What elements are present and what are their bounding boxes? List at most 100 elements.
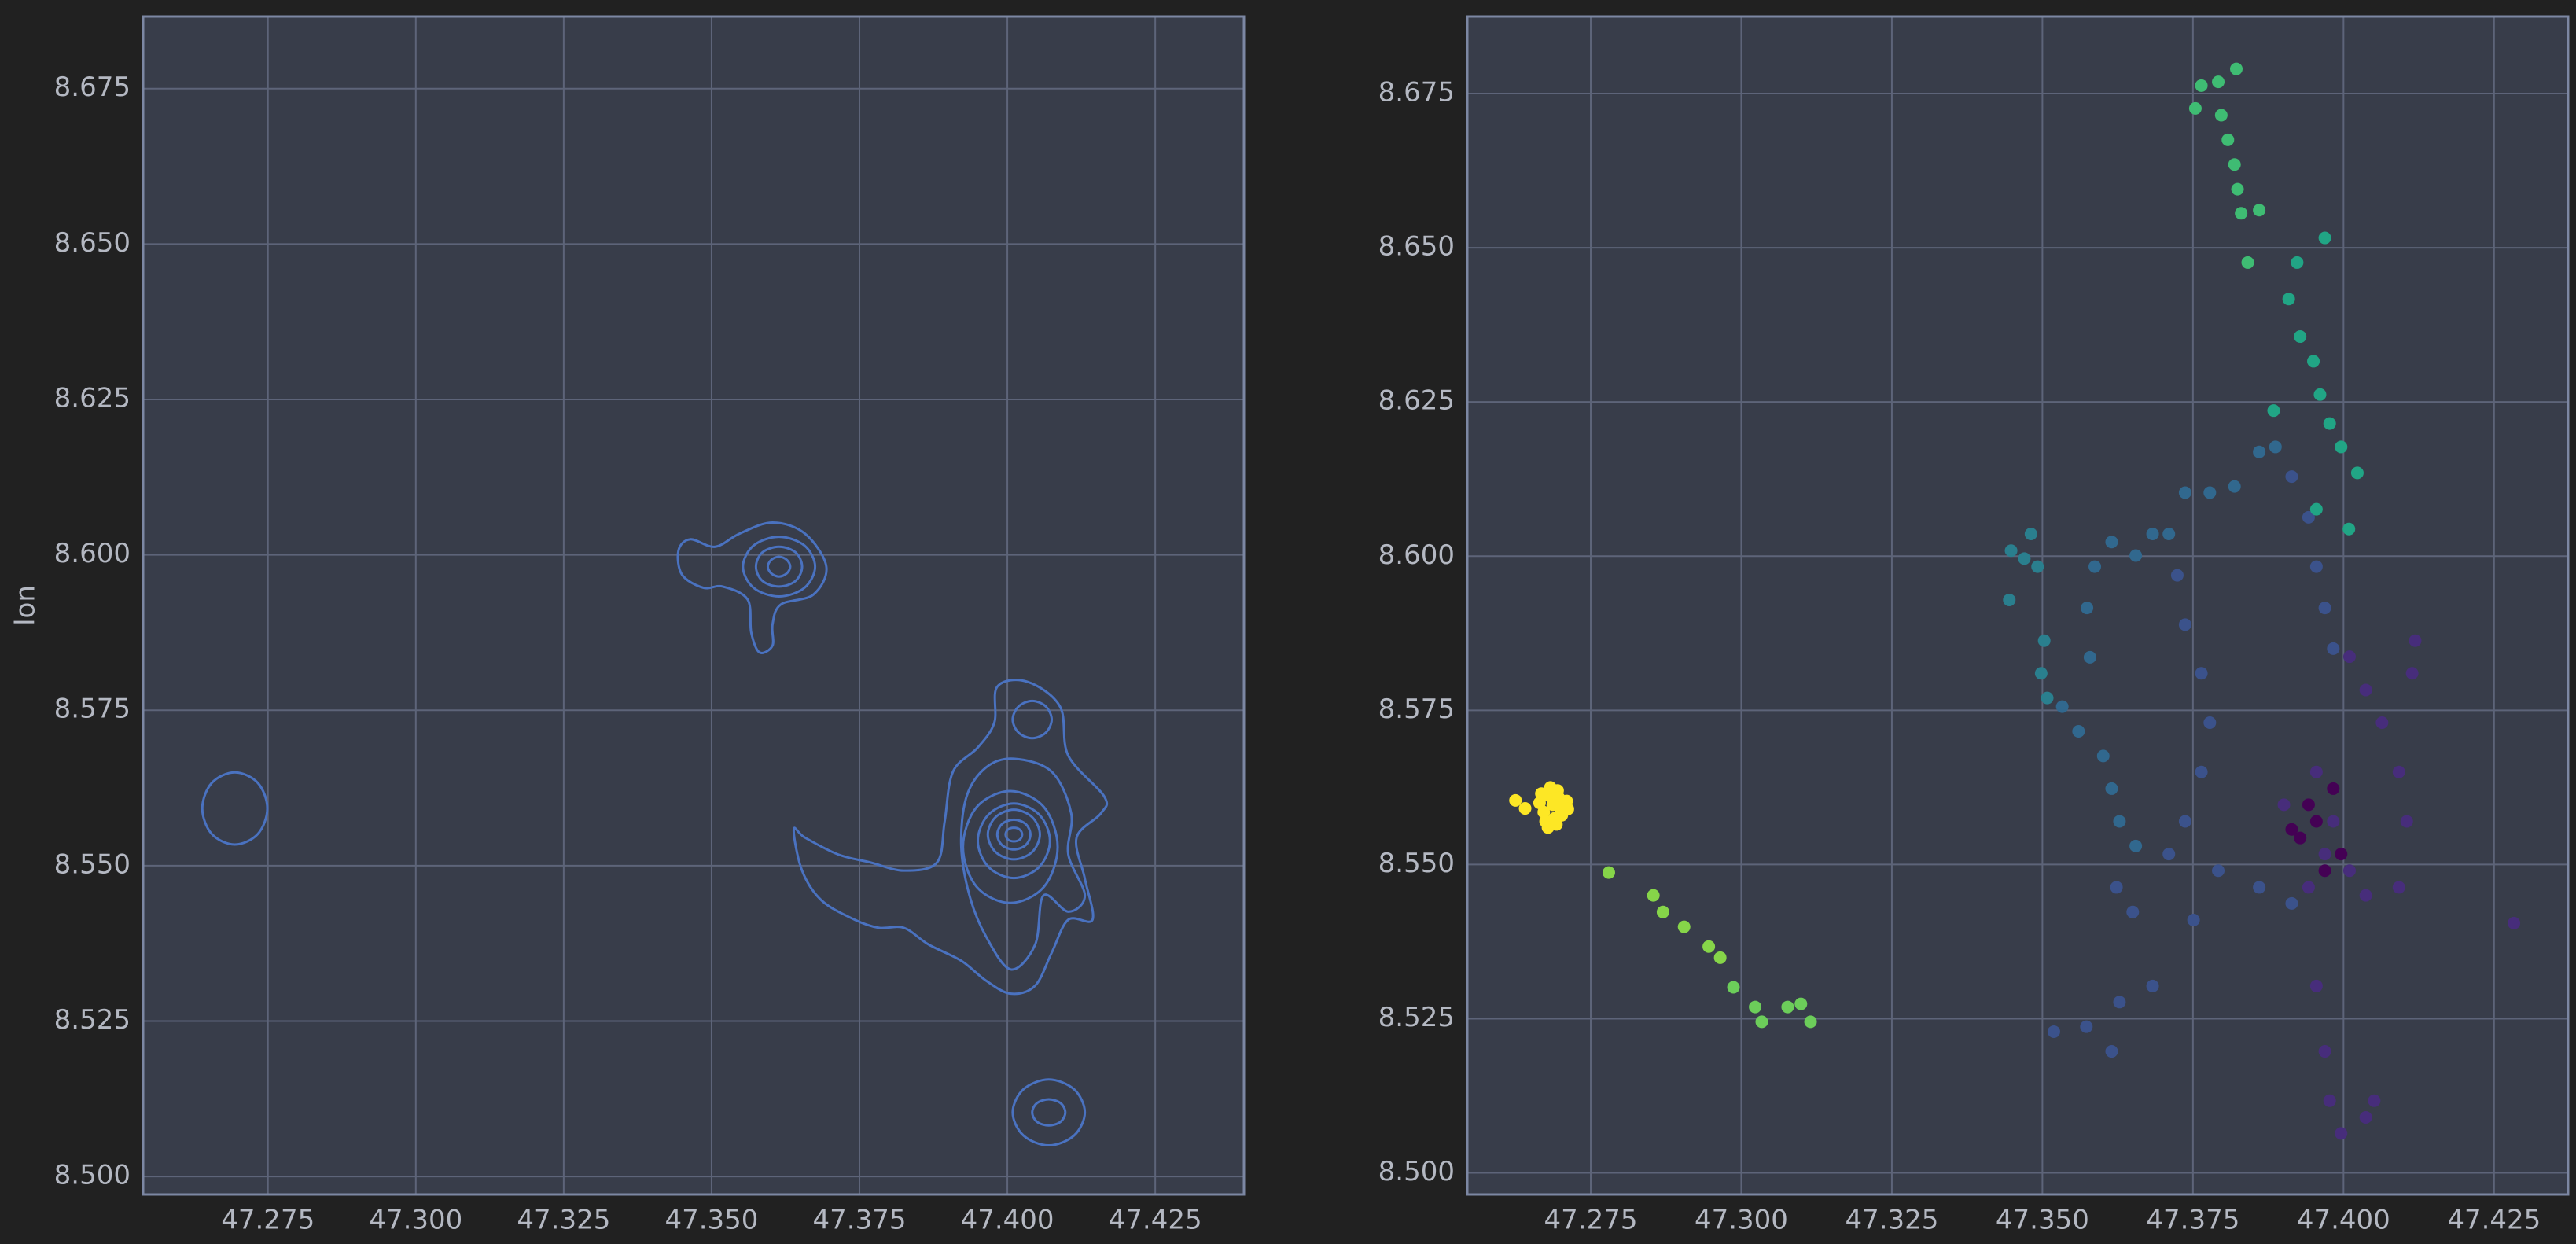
scatter-point — [2253, 881, 2266, 894]
scatter-point — [2024, 528, 2037, 541]
scatter-point — [2072, 724, 2085, 738]
y-tick-label: 8.525 — [1378, 1002, 1455, 1033]
scatter-point — [2018, 552, 2031, 565]
scatter-point — [2335, 440, 2348, 454]
scatter-point — [2228, 480, 2241, 493]
scatter-point — [1544, 781, 1557, 794]
scatter-point — [2405, 667, 2419, 680]
scatter-point — [2327, 642, 2340, 655]
scatter-point — [2105, 536, 2118, 549]
scatter-point — [2277, 798, 2291, 812]
contour-line — [766, 555, 792, 578]
scatter-point — [1550, 818, 1563, 831]
scatter-point — [2335, 848, 2348, 861]
scatter-point — [2508, 916, 2521, 929]
scatter-point — [2126, 905, 2140, 918]
scatter-point — [2129, 839, 2143, 852]
scatter-point — [2291, 256, 2304, 269]
scatter-point — [2162, 528, 2176, 541]
scatter-point — [2113, 815, 2126, 828]
chart-panel: 47.275 47.300 47.325 47.350 47.375 47.400 47.4… — [1378, 15, 2570, 1236]
scatter-point — [2285, 470, 2298, 484]
y-tick-label: 8.675 — [54, 72, 131, 103]
scatter-point — [2034, 667, 2048, 680]
scatter-point — [2003, 593, 2016, 606]
y-tick-label: 8.500 — [54, 1160, 131, 1191]
contour-line — [995, 818, 1032, 851]
scatter-point — [2309, 502, 2323, 516]
plot-border — [1466, 15, 2570, 1196]
scatter-point — [2309, 765, 2323, 778]
scatter-point — [2146, 528, 2159, 541]
scatter-point — [2323, 1094, 2336, 1107]
scatter-point — [2221, 133, 2235, 146]
contour-line — [959, 757, 1087, 971]
x-tick-label: 47.325 — [1845, 1205, 1938, 1236]
marks — [201, 521, 1109, 1147]
scatter-point — [1509, 793, 1522, 807]
scatter-point — [2285, 896, 2298, 910]
scatter-point — [2080, 1020, 2093, 1033]
y-tick-label: 8.625 — [1378, 385, 1455, 417]
scatter-point — [2359, 889, 2372, 902]
contour-line — [754, 545, 804, 588]
x-tick-label: 47.350 — [1996, 1205, 2089, 1236]
scatter-point — [2253, 445, 2266, 458]
scatter-point — [1602, 866, 1615, 879]
scatter-point — [2170, 569, 2184, 582]
scatter-point — [1702, 940, 1716, 953]
scatter-point — [2375, 716, 2389, 730]
scatter-point — [2350, 466, 2364, 480]
y-tick-label: 8.550 — [1378, 848, 1455, 879]
scatter-point — [2342, 522, 2356, 536]
scatter-point — [2031, 560, 2044, 573]
scatter-point — [1749, 1000, 1762, 1014]
scatter-point — [1552, 791, 1566, 804]
scatter-point — [2327, 782, 2340, 795]
scatter-point — [2409, 634, 2422, 647]
contour-line — [742, 536, 817, 598]
scatter-point — [2203, 486, 2217, 499]
scatter-point — [1781, 1000, 1794, 1014]
scatter-point — [2088, 560, 2102, 573]
marks — [1509, 62, 2521, 1140]
y-tick-label: 8.675 — [1378, 77, 1455, 109]
contour-line — [1031, 1098, 1067, 1127]
scatter-point — [1727, 981, 1740, 994]
x-tick-label: 47.300 — [1695, 1205, 1788, 1236]
scatter-point — [2096, 749, 2110, 763]
y-tick-label: 8.600 — [54, 538, 131, 569]
scatter-point — [1518, 802, 1532, 815]
scatter-point — [2041, 691, 2054, 705]
y-tick-label: 8.625 — [54, 382, 131, 414]
contour-line — [1011, 1078, 1087, 1147]
contour-line — [976, 802, 1051, 880]
contour-line — [1004, 826, 1024, 843]
scatter-point — [1656, 905, 1669, 918]
y-tick-label: 8.500 — [1378, 1156, 1455, 1187]
contour-line — [793, 679, 1109, 996]
scatter-point — [2318, 602, 2331, 615]
scatter-point — [2083, 650, 2096, 664]
scatter-point — [2309, 815, 2323, 828]
scatter-point — [2162, 848, 2176, 861]
scatter-point — [2302, 881, 2315, 894]
plot-area — [1467, 17, 2568, 1194]
scatter-point — [2294, 831, 2307, 845]
scatter-point — [2359, 683, 2372, 697]
scatter-point — [1804, 1015, 1817, 1029]
scatter-point — [2318, 848, 2331, 861]
scatter-point — [1677, 920, 1691, 933]
plot-border — [142, 15, 1246, 1196]
contour-line — [201, 771, 269, 846]
scatter-point — [1647, 889, 1660, 902]
plot-area — [143, 17, 1244, 1194]
scatter-point — [2110, 881, 2123, 894]
scatter-point — [2146, 979, 2159, 992]
scatter-point — [2195, 765, 2208, 778]
scatter-point — [2047, 1025, 2060, 1038]
scatter-point — [2228, 158, 2241, 171]
scatter-point — [2368, 1094, 2381, 1107]
